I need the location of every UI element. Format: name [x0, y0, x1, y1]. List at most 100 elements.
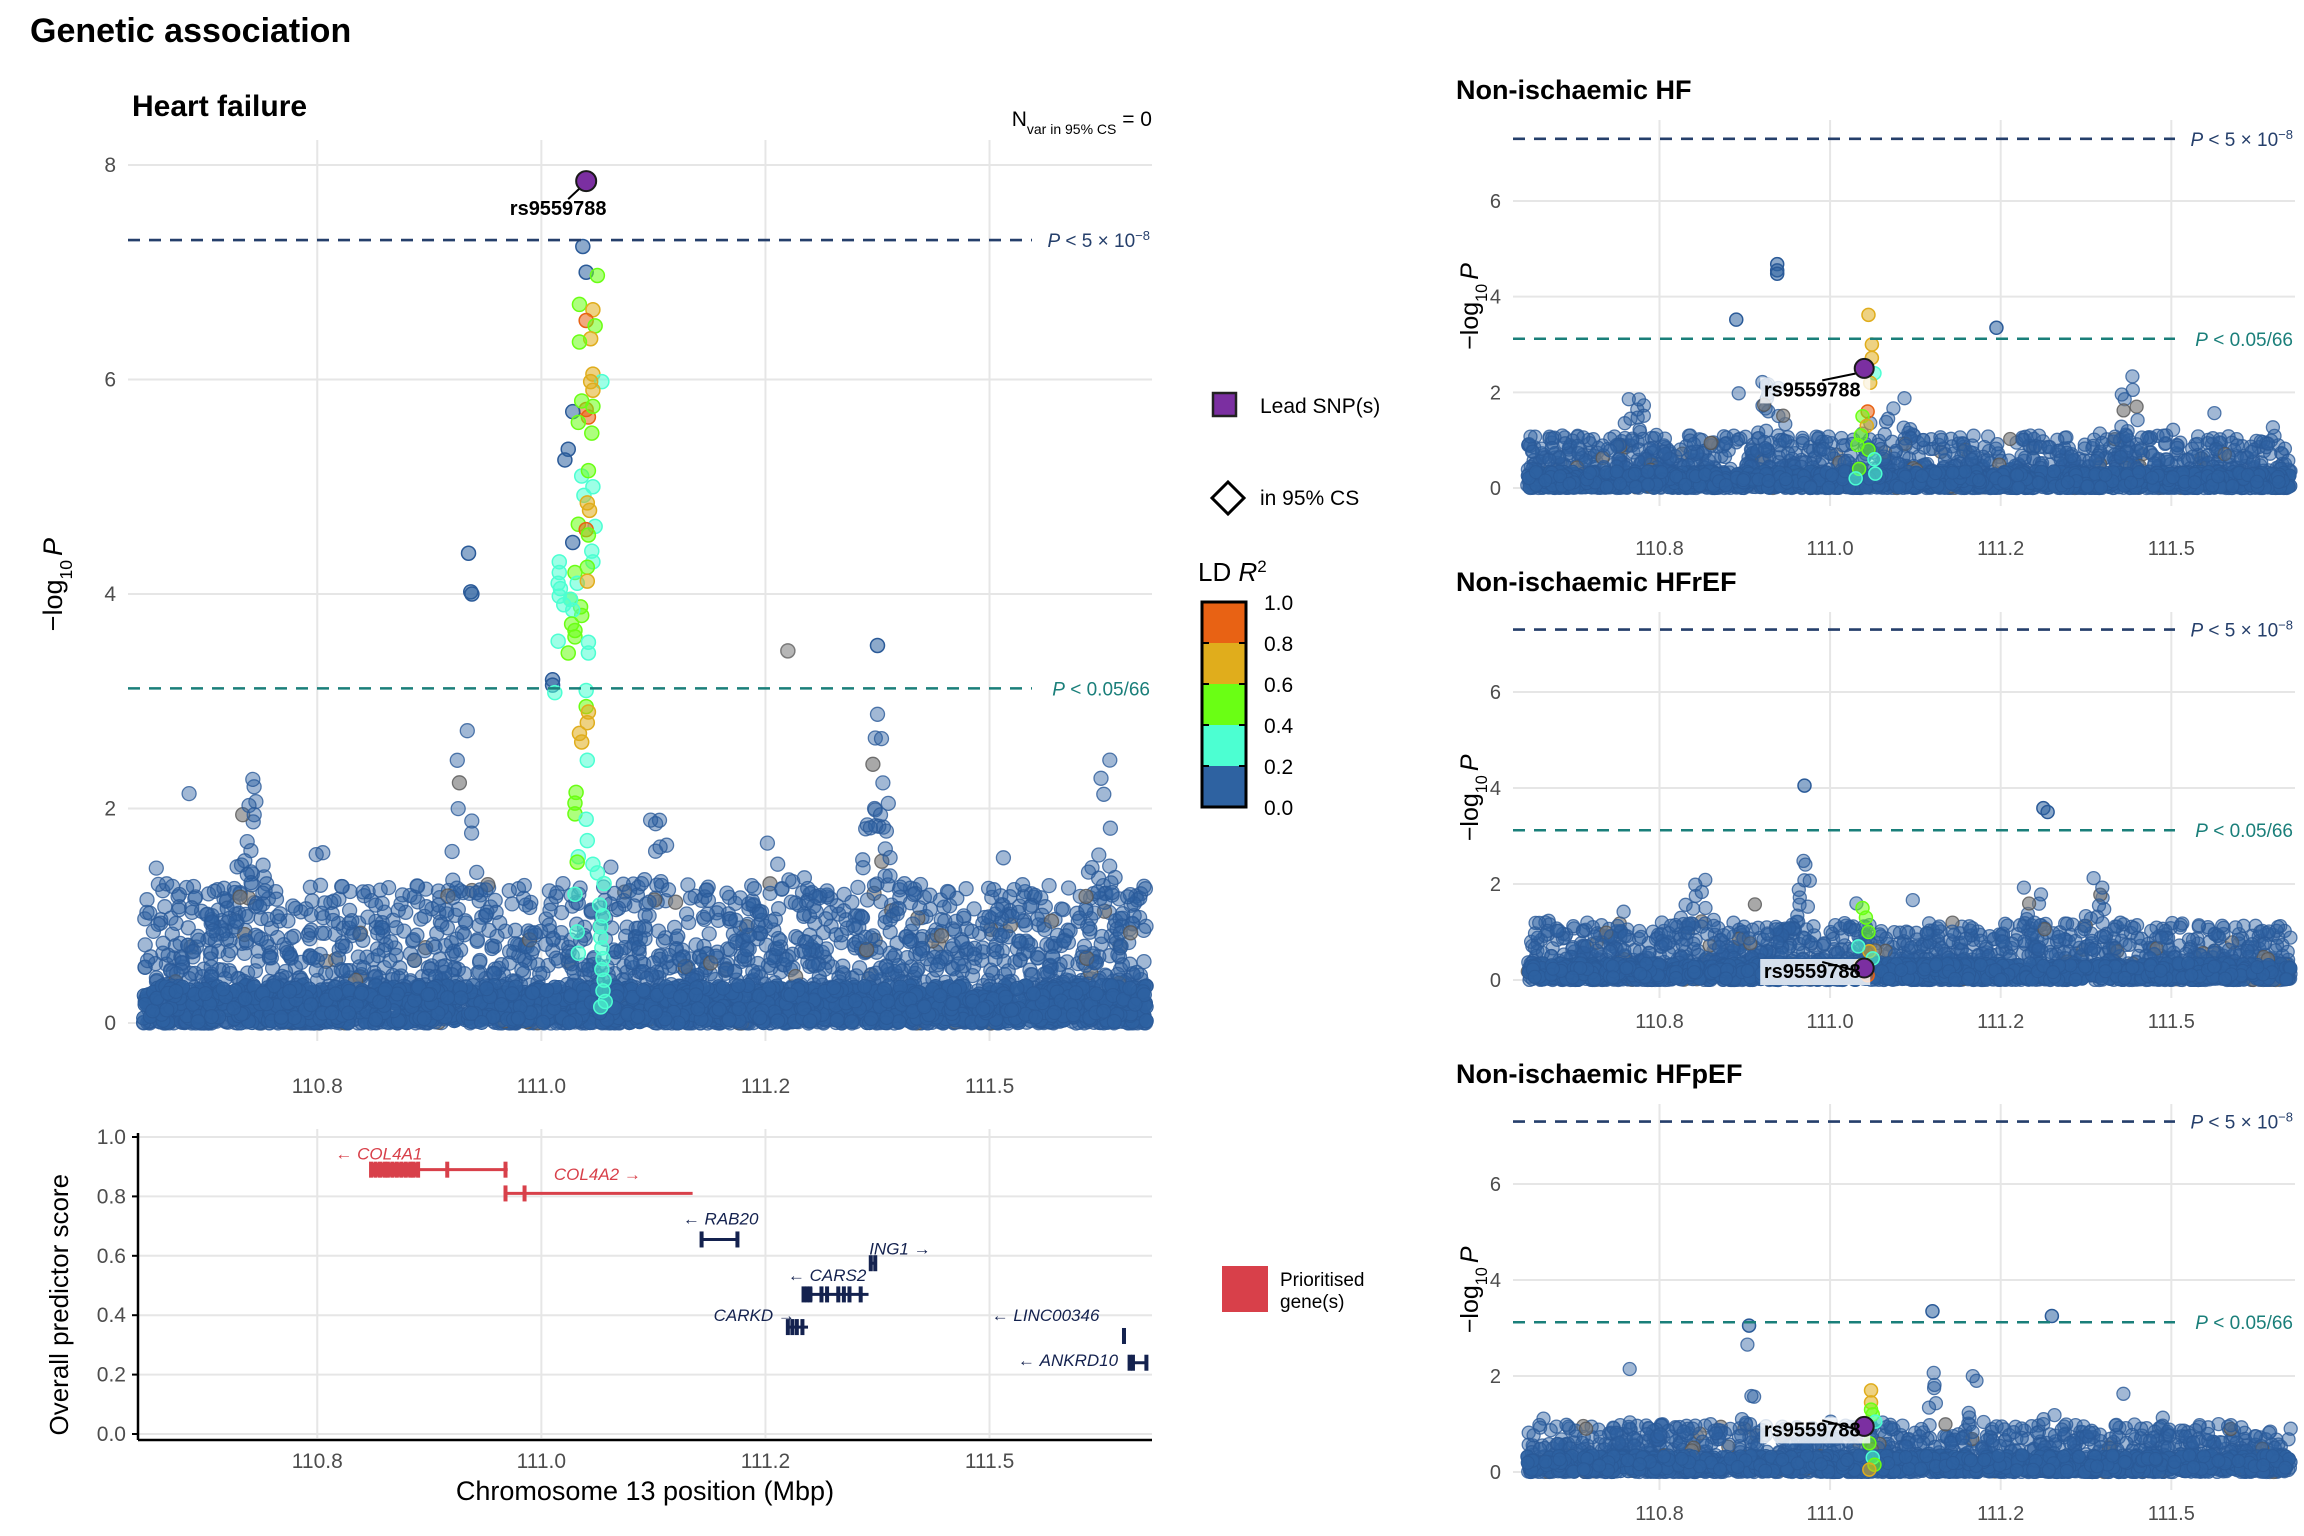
snp-point: [439, 920, 456, 936]
snp-point: [975, 1001, 991, 1017]
snp-point: [550, 953, 567, 969]
snp-point: [682, 890, 699, 906]
snp-point: [783, 987, 799, 1003]
snp-point: [409, 927, 425, 943]
snp-point: [450, 800, 466, 817]
gene-exon: [503, 1161, 508, 1178]
threshold-label-p: P: [1047, 231, 1060, 252]
snp-point: [835, 958, 851, 974]
y-axis-title-p: P: [1456, 263, 1484, 280]
snp-point: [372, 882, 388, 898]
snp-point: [680, 877, 696, 893]
snp-point: [879, 1009, 895, 1025]
snp-point: [337, 938, 354, 954]
gene-ing1: ING1 →: [868, 1239, 931, 1272]
snp-point: [878, 823, 895, 839]
snp-point: [515, 890, 532, 906]
figure-title: Genetic association: [30, 12, 351, 50]
snp-point-ld: [596, 875, 612, 892]
snp-point: [139, 892, 155, 908]
snp-point: [774, 881, 790, 897]
snp-point: [440, 990, 455, 1006]
snp-point: [1096, 1003, 1112, 1019]
snp-point: [1004, 1002, 1020, 1018]
snp-point: [974, 952, 990, 968]
snp-point: [719, 961, 735, 977]
snp-point: [318, 965, 334, 981]
gene-name: LINC00346: [1013, 1306, 1100, 1325]
x-tick-label: 111.2: [1977, 538, 2024, 560]
snp-point: [259, 996, 274, 1012]
y-tick-label: 2: [104, 798, 116, 821]
snp-point: [302, 879, 319, 895]
gene-exon: [735, 1231, 740, 1248]
snp-point: [163, 910, 179, 926]
cs-count-prefix: N: [1012, 108, 1027, 131]
snp-point: [851, 960, 868, 976]
snp-point: [869, 706, 886, 722]
y-tick-label: 0: [1490, 478, 1501, 500]
snp-point-ld: [584, 425, 600, 441]
snp-point: [510, 1010, 526, 1026]
y-tick-label: 0.0: [97, 1423, 126, 1446]
snp-point: [603, 859, 619, 875]
snp-point: [516, 877, 532, 894]
gene-label: ← ANKRD10: [1018, 1351, 1119, 1370]
x-tick-label: 110.8: [292, 1450, 343, 1473]
snp-point-ld: [562, 591, 579, 608]
snp-point: [553, 924, 569, 941]
snp-point: [1091, 847, 1107, 863]
gene-exon: [841, 1286, 846, 1303]
snp-point-ld: [570, 945, 587, 962]
gene-exon-block: [371, 1162, 419, 1177]
y-axis-title-sub: 10: [56, 560, 76, 580]
snp-point: [778, 952, 794, 968]
snp-point: [555, 875, 571, 892]
snp-point: [313, 925, 330, 941]
snp-point: [303, 997, 319, 1013]
snp-point: [710, 912, 726, 929]
snp-point-ld: [567, 886, 583, 903]
snp-point: [719, 885, 735, 901]
snp-point: [933, 928, 950, 944]
snp-point: [875, 775, 891, 791]
gene-exon: [800, 1319, 805, 1336]
snp-point: [416, 908, 433, 925]
snp-point: [857, 978, 873, 994]
snp-point: [370, 925, 386, 941]
snp-point: [1137, 881, 1154, 897]
snp-point: [745, 963, 761, 980]
x-tick-label: 110.8: [1635, 538, 1684, 560]
snp-point: [932, 988, 948, 1004]
snp-point: [882, 868, 898, 884]
snp-point: [862, 820, 879, 836]
snp-point: [818, 941, 835, 957]
snp-point: [901, 933, 918, 950]
gene-name: CARS2: [810, 1266, 867, 1285]
snp-point-ld: [580, 645, 597, 661]
snp-point: [647, 1004, 663, 1020]
snp-point: [416, 1011, 432, 1027]
snp-point: [800, 880, 816, 897]
lead-snp-label: rs9559788: [510, 198, 607, 220]
strand-arrow-right-icon: →: [619, 1165, 641, 1184]
snp-point: [457, 913, 473, 929]
snp-point: [184, 900, 200, 916]
snp-point: [847, 993, 863, 1009]
snp-point-ld: [585, 382, 601, 398]
snp-point: [396, 923, 412, 939]
snp-point: [525, 985, 541, 1001]
y-tick-label: 0.6: [97, 1245, 126, 1268]
snp-point: [1055, 901, 1071, 918]
snp-point: [613, 943, 629, 959]
snp-point: [817, 961, 833, 977]
gene-rab20: ← RAB20: [683, 1210, 759, 1248]
threshold-label: P < 5 × 10−8: [1047, 228, 1150, 253]
snp-point: [282, 983, 298, 999]
snp-point: [514, 962, 530, 978]
snp-point: [479, 981, 495, 997]
snp-point-ld: [569, 924, 585, 940]
gene-label: ← COL4A1: [335, 1144, 422, 1163]
snp-point: [370, 948, 386, 964]
snp-point: [1129, 964, 1145, 981]
